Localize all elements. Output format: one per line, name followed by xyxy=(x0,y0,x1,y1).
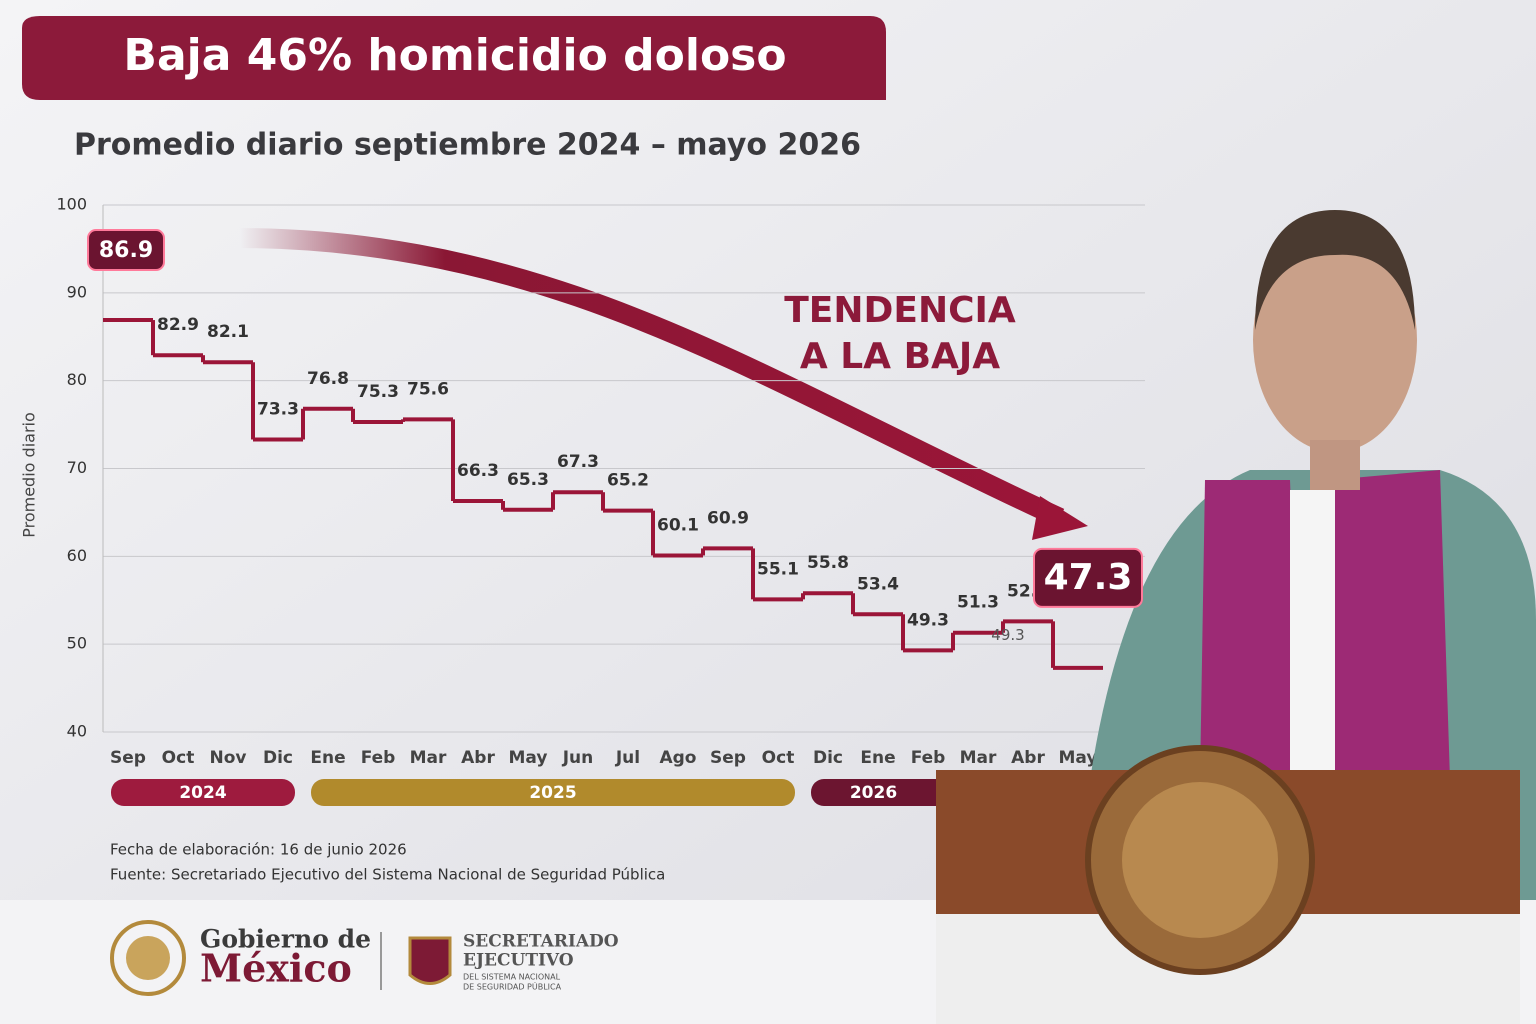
value-label: 66.3 xyxy=(457,461,499,481)
y-tick-label: 60 xyxy=(67,546,87,565)
extra-label: 49.3 xyxy=(991,626,1024,644)
value-label: 82.9 xyxy=(157,315,199,335)
gob-text: Gobierno de xyxy=(200,925,371,954)
se-text: DEL SISTEMA NACIONAL xyxy=(463,973,561,982)
note: Fecha de elaboración: 16 de junio 2026 xyxy=(110,841,407,859)
x-tick-label: Feb xyxy=(911,748,946,768)
annotation: A LA BAJA xyxy=(800,336,1000,377)
value-label: 51.3 xyxy=(957,593,999,613)
x-tick-label: Oct xyxy=(162,748,195,768)
y-tick-label: 80 xyxy=(67,370,87,389)
y-tick-label: 90 xyxy=(67,282,87,301)
x-tick-label: Jun xyxy=(562,748,594,768)
y-tick-label: 50 xyxy=(67,634,87,653)
chart-subtitle: Promedio diario septiembre 2024 – mayo 2… xyxy=(74,128,861,163)
value-label: 82.1 xyxy=(207,322,249,342)
x-tick-label: Feb xyxy=(361,748,396,768)
annotation: TENDENCIA xyxy=(784,290,1016,331)
title-banner xyxy=(22,16,886,100)
year-band xyxy=(311,779,795,806)
year-band xyxy=(111,779,295,806)
y-axis-label: Promedio diario xyxy=(20,412,39,538)
y-tick-label: 100 xyxy=(56,195,87,214)
value-label: 75.3 xyxy=(357,382,399,402)
x-tick-label: Dic xyxy=(263,748,293,768)
x-tick-label: Ene xyxy=(310,748,345,768)
x-tick-label: Jul xyxy=(615,748,640,768)
x-tick-label: Ene xyxy=(860,748,895,768)
value-label: 75.6 xyxy=(407,379,449,399)
seal-logo xyxy=(126,936,170,980)
value-label-box xyxy=(1033,547,1143,608)
trend-arrowhead xyxy=(1032,496,1088,540)
value-label: 76.8 xyxy=(307,369,349,389)
value-label: 65.2 xyxy=(607,471,649,491)
chart-title: Baja 46% homicidio doloso xyxy=(123,30,786,81)
x-tick-label: Dic xyxy=(813,748,843,768)
trend-arrow xyxy=(239,228,1065,528)
value-label: 47.3 xyxy=(1044,557,1133,598)
x-tick-label: Ago xyxy=(659,748,696,768)
y-tick-label: 70 xyxy=(67,458,87,477)
x-tick-label: Sep xyxy=(110,748,146,768)
x-tick-label: Mar xyxy=(410,748,447,768)
value-label: 73.3 xyxy=(257,400,299,420)
year-label: 2024 xyxy=(179,783,226,803)
y-tick-label: 40 xyxy=(67,722,87,741)
value-label-box xyxy=(87,229,165,272)
seal-logo xyxy=(110,920,186,996)
value-label: 55.8 xyxy=(807,553,849,573)
year-label: 2026 xyxy=(850,783,897,803)
x-tick-label: May xyxy=(509,748,548,768)
x-tick-label: Nov xyxy=(210,748,247,768)
se-logo xyxy=(408,936,452,985)
year-label: 2025 xyxy=(529,783,576,803)
note: Fuente: Secretariado Ejecutivo del Siste… xyxy=(110,866,665,884)
gob-text: México xyxy=(200,946,352,991)
x-tick-label: Abr xyxy=(1011,748,1045,768)
se-text: EJECUTIVO xyxy=(463,951,574,971)
value-label: 55.1 xyxy=(757,559,799,579)
value-label: 86.9 xyxy=(99,238,153,263)
value-label: 67.3 xyxy=(557,452,599,472)
value-label: 49.3 xyxy=(907,610,949,630)
se-text: SECRETARIADO xyxy=(463,932,619,952)
value-label: 60.1 xyxy=(657,515,699,535)
x-tick-label: Oct xyxy=(762,748,795,768)
x-tick-label: Mar xyxy=(960,748,997,768)
value-label: 53.4 xyxy=(857,574,899,594)
se-text: DE SEGURIDAD PÚBLICA xyxy=(463,981,562,992)
x-tick-label: May xyxy=(1059,748,1098,768)
x-tick-label: Sep xyxy=(710,748,746,768)
value-label: 60.9 xyxy=(707,508,749,528)
podium xyxy=(936,745,1520,1024)
x-tick-label: Abr xyxy=(461,748,495,768)
value-label: 65.3 xyxy=(507,470,549,490)
